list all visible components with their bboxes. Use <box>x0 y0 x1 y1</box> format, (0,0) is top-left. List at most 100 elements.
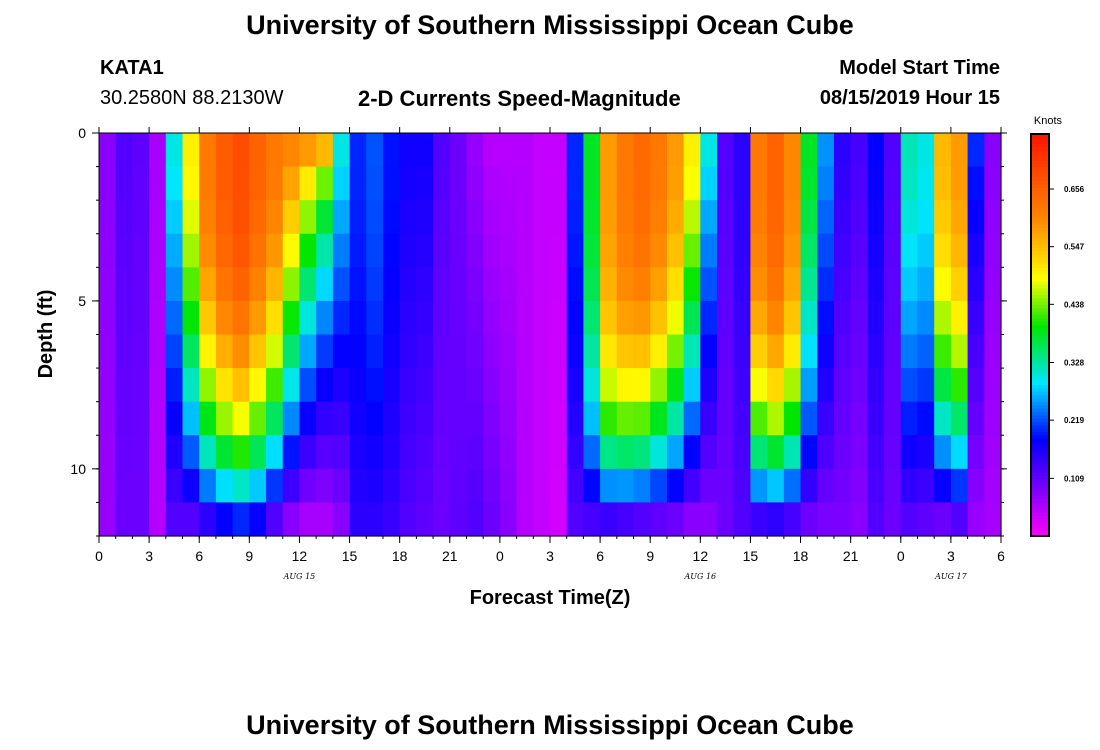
heatmap-cell <box>316 133 334 168</box>
heatmap-cell <box>550 334 568 369</box>
colorbar-segment <box>1031 355 1049 360</box>
heatmap-cell <box>884 133 902 168</box>
heatmap-cell <box>850 502 868 537</box>
heatmap-cell <box>817 334 835 369</box>
colorbar-label: 0.219 <box>1064 416 1085 425</box>
heatmap-cell <box>616 166 635 201</box>
colorbar-segment <box>1031 261 1049 266</box>
heatmap-cell <box>282 435 301 470</box>
heatmap-cell <box>917 435 935 470</box>
heatmap-cell <box>433 401 451 436</box>
heatmap-cell <box>115 200 133 235</box>
heatmap-cell <box>800 233 818 268</box>
heatmap-cell <box>666 502 685 537</box>
heatmap-cell <box>399 166 417 201</box>
heatmap-cell <box>817 300 835 336</box>
colorbar-segment <box>1031 532 1049 537</box>
heatmap-cell <box>366 166 384 201</box>
heatmap-cell <box>833 334 852 369</box>
colorbar-segment <box>1031 479 1049 483</box>
model-start-label: Model Start Time <box>839 57 1000 79</box>
heatmap-cell <box>900 502 919 537</box>
heatmap-cell <box>917 267 935 302</box>
heatmap-cell <box>967 368 985 403</box>
heatmap-cell <box>884 468 902 504</box>
heatmap-cell <box>332 368 351 403</box>
colorbar-segment <box>1031 462 1049 467</box>
colorbar-segment <box>1031 495 1049 500</box>
heatmap-cell <box>132 267 150 302</box>
heatmap-cell <box>850 200 868 235</box>
heatmap-cell <box>616 267 635 302</box>
heatmap-cell <box>516 267 534 302</box>
page-title-top: University of Southern Mississippi Ocean… <box>246 10 854 40</box>
colorbar-segment <box>1031 328 1049 333</box>
heatmap-cell <box>700 468 718 504</box>
colorbar-segment <box>1031 311 1049 316</box>
heatmap-cell <box>266 200 284 235</box>
heatmap-cell <box>833 435 852 470</box>
heatmap-cell <box>332 233 351 268</box>
colorbar-segment <box>1031 398 1049 403</box>
heatmap-cell <box>683 502 701 537</box>
heatmap-cell <box>266 334 284 369</box>
heatmap-cell <box>666 300 685 336</box>
heatmap-cell <box>449 166 468 201</box>
heatmap-cell <box>666 166 685 201</box>
heatmap-cell <box>867 435 885 470</box>
heatmap-cell <box>967 334 985 369</box>
heatmap-cell <box>867 166 885 201</box>
heatmap-cell <box>416 334 434 369</box>
heatmap-cell <box>165 468 184 504</box>
heatmap-cell <box>232 368 250 403</box>
heatmap-cell <box>750 368 768 403</box>
heatmap-cell <box>783 267 802 302</box>
colorbar-segment <box>1031 509 1049 514</box>
heatmap-cell <box>466 233 484 268</box>
heatmap-cell <box>566 334 584 369</box>
heatmap-cell <box>215 200 234 235</box>
heatmap-cell <box>499 233 518 268</box>
colorbar-segment <box>1031 515 1049 520</box>
heatmap-cell <box>984 368 1002 403</box>
colorbar-segment <box>1031 164 1049 169</box>
heatmap-cell <box>349 502 367 537</box>
heatmap-cell <box>132 233 150 268</box>
heatmap-cell <box>984 401 1002 436</box>
colorbar-segment <box>1031 428 1049 433</box>
heatmap-cell <box>165 133 184 168</box>
colorbar-segment <box>1031 184 1049 189</box>
heatmap-cell <box>566 267 584 302</box>
heatmap-cell <box>783 200 802 235</box>
heatmap-cell <box>666 133 685 168</box>
colorbar-segment <box>1031 348 1049 353</box>
page-title-bottom: University of Southern Mississippi Ocean… <box>246 710 854 740</box>
heatmap-cell <box>850 334 868 369</box>
heatmap-cell <box>917 368 935 403</box>
heatmap-cell <box>550 300 568 336</box>
heatmap-cell <box>516 468 534 504</box>
heatmap-cell <box>266 133 284 168</box>
heatmap-cell <box>533 300 551 336</box>
heatmap-cell <box>349 334 367 369</box>
heatmap-cell <box>733 401 752 436</box>
heatmap-cell <box>583 334 601 369</box>
heatmap-cell <box>767 368 785 403</box>
heatmap-cell <box>483 468 501 504</box>
heatmap-cell <box>149 267 167 302</box>
heatmap-cell <box>533 267 551 302</box>
heatmap-cell <box>366 368 384 403</box>
heatmap-cell <box>215 133 234 168</box>
heatmap-cell <box>900 166 919 201</box>
heatmap-cell <box>633 300 651 336</box>
heatmap-cell <box>433 334 451 369</box>
heatmap-cell <box>884 401 902 436</box>
heatmap-cell <box>449 233 468 268</box>
heatmap-cell <box>800 267 818 302</box>
colorbar-segment <box>1031 217 1049 222</box>
heatmap-cell <box>466 267 484 302</box>
heatmap-cell <box>449 334 468 369</box>
heatmap-cell <box>416 368 434 403</box>
heatmap-cell <box>132 502 150 537</box>
heatmap-cell <box>783 166 802 201</box>
